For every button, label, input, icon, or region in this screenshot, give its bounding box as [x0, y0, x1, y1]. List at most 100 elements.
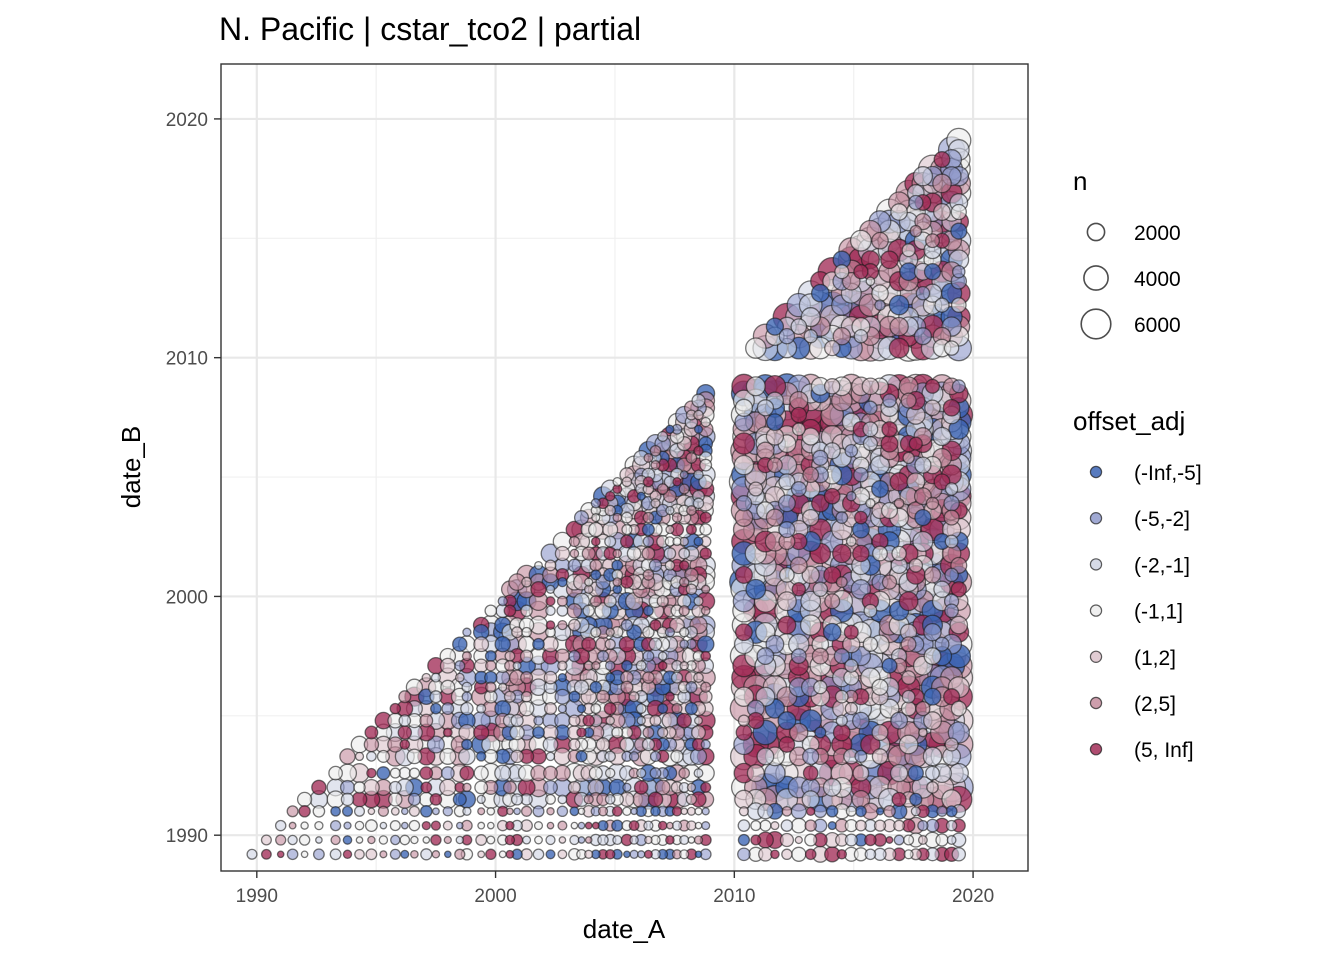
data-point: [362, 778, 380, 796]
data-point: [853, 264, 869, 280]
data-point: [519, 649, 534, 663]
data-point: [910, 806, 921, 817]
data-point: [694, 807, 703, 816]
data-point: [881, 574, 898, 590]
data-point: [700, 681, 712, 693]
data-point: [934, 297, 950, 313]
data-point: [459, 765, 475, 781]
size-legend-label: 6000: [1134, 314, 1181, 337]
data-point: [590, 536, 601, 547]
data-point: [901, 243, 916, 258]
data-point: [898, 734, 919, 755]
data-point: [864, 848, 877, 861]
data-point: [790, 318, 808, 335]
data-point: [443, 835, 452, 845]
data-point: [430, 820, 442, 831]
data-point: [671, 703, 683, 715]
data-point: [543, 765, 558, 781]
data-point: [637, 850, 646, 859]
data-point: [476, 703, 487, 714]
data-point: [636, 715, 646, 726]
data-point: [778, 736, 796, 753]
data-point: [497, 596, 508, 607]
data-point: [854, 510, 868, 525]
data-point: [678, 576, 690, 588]
data-point: [823, 565, 842, 584]
data-point: [621, 524, 633, 536]
data-point: [882, 393, 897, 408]
size-legend-key: [1083, 265, 1109, 291]
data-point: [802, 466, 820, 484]
data-point: [933, 151, 951, 168]
data-point: [556, 805, 569, 818]
data-point: [355, 836, 364, 844]
data-point: [641, 523, 655, 537]
data-point: [672, 477, 682, 487]
legend: n 2000 4000 6000 offset_adj (-Inf,-5] (-5,-2] (…: [1073, 166, 1202, 762]
data-point: [756, 647, 775, 666]
data-point: [461, 691, 473, 703]
data-point: [510, 713, 524, 728]
data-point: [556, 595, 568, 607]
data-point: [800, 590, 822, 612]
data-point: [650, 805, 661, 817]
data-point: [452, 792, 467, 807]
data-point: [781, 805, 793, 817]
data-point: [861, 377, 880, 396]
data-point: [443, 850, 452, 859]
data-point: [485, 681, 497, 693]
data-point: [510, 793, 524, 806]
data-point: [648, 558, 663, 573]
data-point: [804, 833, 818, 847]
data-point: [812, 581, 829, 598]
data-point: [923, 566, 942, 584]
data-point: [509, 724, 525, 741]
data-point: [678, 767, 691, 779]
data-point: [893, 834, 905, 846]
data-point: [888, 294, 910, 316]
data-point: [836, 849, 848, 860]
data-point: [545, 620, 556, 630]
data-point: [366, 751, 377, 762]
data-point: [732, 432, 756, 455]
data-point: [605, 715, 615, 726]
data-point: [620, 511, 633, 524]
data-point: [900, 636, 917, 653]
data-point: [622, 806, 632, 817]
data-point: [611, 805, 623, 817]
y-axis-title: date_B: [116, 426, 146, 508]
data-point: [791, 846, 807, 862]
data-point: [484, 650, 497, 663]
data-point: [844, 701, 858, 716]
data-point: [583, 794, 594, 805]
data-point: [642, 535, 655, 548]
data-point: [339, 779, 356, 795]
data-point: [475, 751, 487, 762]
data-point: [460, 701, 474, 716]
data-point: [329, 848, 342, 861]
data-point: [298, 805, 311, 818]
data-point: [700, 739, 711, 750]
data-point: [654, 779, 671, 796]
data-point: [738, 806, 750, 817]
data-point: [584, 577, 594, 587]
data-point: [871, 723, 889, 742]
data-point: [286, 805, 299, 818]
data-point: [684, 567, 699, 583]
data-point: [568, 535, 581, 548]
x-tick-label: 1990: [236, 886, 278, 907]
data-point: [649, 444, 662, 457]
data-point: [835, 576, 848, 589]
data-point: [296, 791, 313, 808]
size-legend-label: 4000: [1134, 268, 1181, 291]
data-point: [545, 849, 556, 860]
data-point: [802, 765, 819, 781]
data-point: [354, 848, 365, 860]
data-point: [700, 416, 711, 428]
data-point: [915, 700, 931, 717]
y-tick-label: 2010: [166, 349, 208, 370]
data-point: [903, 849, 914, 860]
data-point: [604, 767, 616, 779]
data-point: [908, 194, 924, 211]
data-point: [629, 835, 639, 845]
